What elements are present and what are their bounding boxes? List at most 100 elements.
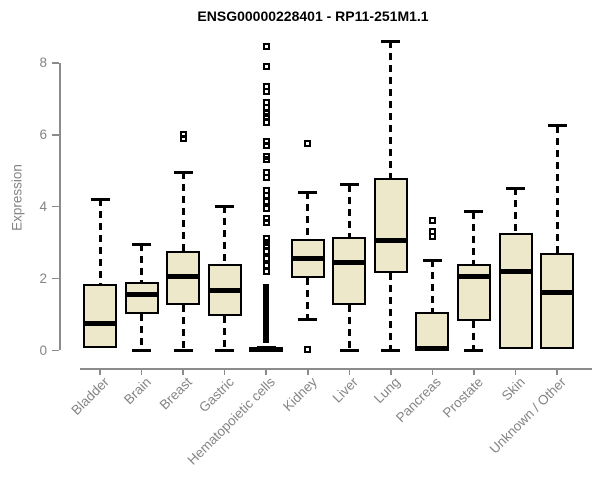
whisker-cap-lower (339, 348, 359, 352)
whisker-lower (306, 278, 310, 320)
x-axis-line (80, 368, 592, 370)
outlier-band (263, 283, 270, 343)
whisker-cap-upper (132, 242, 152, 246)
outlier-point (428, 217, 436, 225)
outlier-point (262, 235, 270, 243)
x-axis-tick (390, 369, 392, 375)
outlier-point (262, 156, 270, 164)
whisker-lower (389, 272, 393, 350)
boxplot-box (83, 283, 117, 349)
median-line (498, 268, 533, 274)
outlier-point (262, 43, 270, 51)
whisker-cap-upper (298, 190, 318, 194)
y-axis-tick (52, 205, 59, 208)
whisker-lower (181, 305, 185, 350)
whisker-cap-upper (464, 210, 484, 214)
whisker-cap-upper (173, 170, 193, 174)
x-axis-tick (431, 369, 434, 375)
whisker-cap-upper (90, 197, 110, 201)
median-line (373, 238, 408, 243)
x-axis-tick (473, 369, 475, 375)
whisker-upper (306, 192, 310, 239)
whisker-lower (347, 305, 351, 350)
median-line (332, 259, 367, 265)
median-line (124, 291, 159, 297)
x-axis-tick (265, 369, 267, 375)
outlier-point (262, 254, 270, 262)
y-axis-tick (52, 134, 59, 136)
x-axis-tick (307, 369, 309, 375)
x-axis-tick (556, 369, 558, 375)
whisker-cap-upper (339, 183, 359, 187)
whisker-upper (430, 260, 434, 313)
outlier-point (262, 152, 270, 160)
outlier-point (262, 247, 270, 255)
outlier-point (262, 109, 270, 117)
median-line (540, 290, 575, 296)
whisker-lower (472, 321, 476, 350)
boxplot-box (332, 236, 367, 306)
whisker-cap-lower (132, 348, 152, 352)
whisker-cap-lower (298, 317, 318, 321)
outlier-point (262, 141, 270, 149)
whisker-cap-lower (464, 348, 484, 352)
outlier-point (262, 197, 270, 205)
median-line (83, 320, 117, 326)
median-line (290, 255, 325, 261)
outlier-point (262, 88, 270, 96)
whisker-upper (181, 172, 185, 252)
whisker-cap-upper (547, 124, 567, 128)
whisker-upper (472, 211, 476, 264)
median-line (207, 288, 242, 294)
y-tick-label: 0 (39, 342, 47, 358)
x-axis-tick (140, 369, 143, 375)
whisker-upper (514, 188, 517, 234)
boxplot-box (124, 281, 159, 315)
outlier-point (262, 238, 270, 246)
outlier-point (262, 219, 270, 227)
x-axis-tick (223, 369, 226, 375)
boxplot-box (498, 233, 533, 350)
whisker-cap-upper (381, 39, 401, 43)
whisker-cap-upper (506, 186, 525, 190)
whisker-upper (389, 41, 393, 178)
boxplot-box (540, 253, 575, 350)
whisker-cap-lower (381, 348, 401, 352)
outlier-point (179, 134, 187, 142)
x-axis-tick (348, 369, 351, 375)
median-line (166, 273, 201, 279)
outlier-point (428, 233, 436, 241)
y-tick-label: 4 (39, 198, 47, 214)
y-tick-label: 2 (39, 270, 47, 286)
outlier-point (262, 267, 270, 275)
whisker-upper (98, 199, 102, 284)
whisker-upper (140, 244, 144, 282)
median-line (249, 346, 284, 352)
median-line (415, 345, 450, 351)
outlier-point (304, 345, 312, 353)
whisker-upper (347, 184, 351, 237)
median-line (456, 273, 491, 279)
outlier-point (262, 62, 270, 70)
whisker-cap-lower (173, 348, 193, 352)
whisker-cap-upper (215, 204, 235, 208)
y-tick-label: 8 (39, 55, 47, 71)
chart-title: ENSG00000228401 - RP11-251M1.1 (197, 8, 429, 24)
x-axis-tick (514, 369, 517, 375)
outlier-point (262, 215, 270, 223)
y-axis-tick (52, 62, 59, 64)
outlier-point (179, 131, 187, 139)
outlier-point (262, 118, 270, 126)
whisker-lower (223, 315, 227, 350)
outlier-point (262, 204, 270, 212)
outlier-point (304, 140, 312, 148)
boxplot-box (456, 263, 491, 322)
x-axis-tick (182, 369, 184, 375)
whisker-lower (140, 314, 144, 350)
whisker-upper (223, 206, 227, 264)
whisker-cap-upper (422, 258, 442, 262)
boxplot-box (373, 177, 408, 273)
outlier-point (262, 174, 270, 182)
y-axis-tick (52, 277, 59, 280)
